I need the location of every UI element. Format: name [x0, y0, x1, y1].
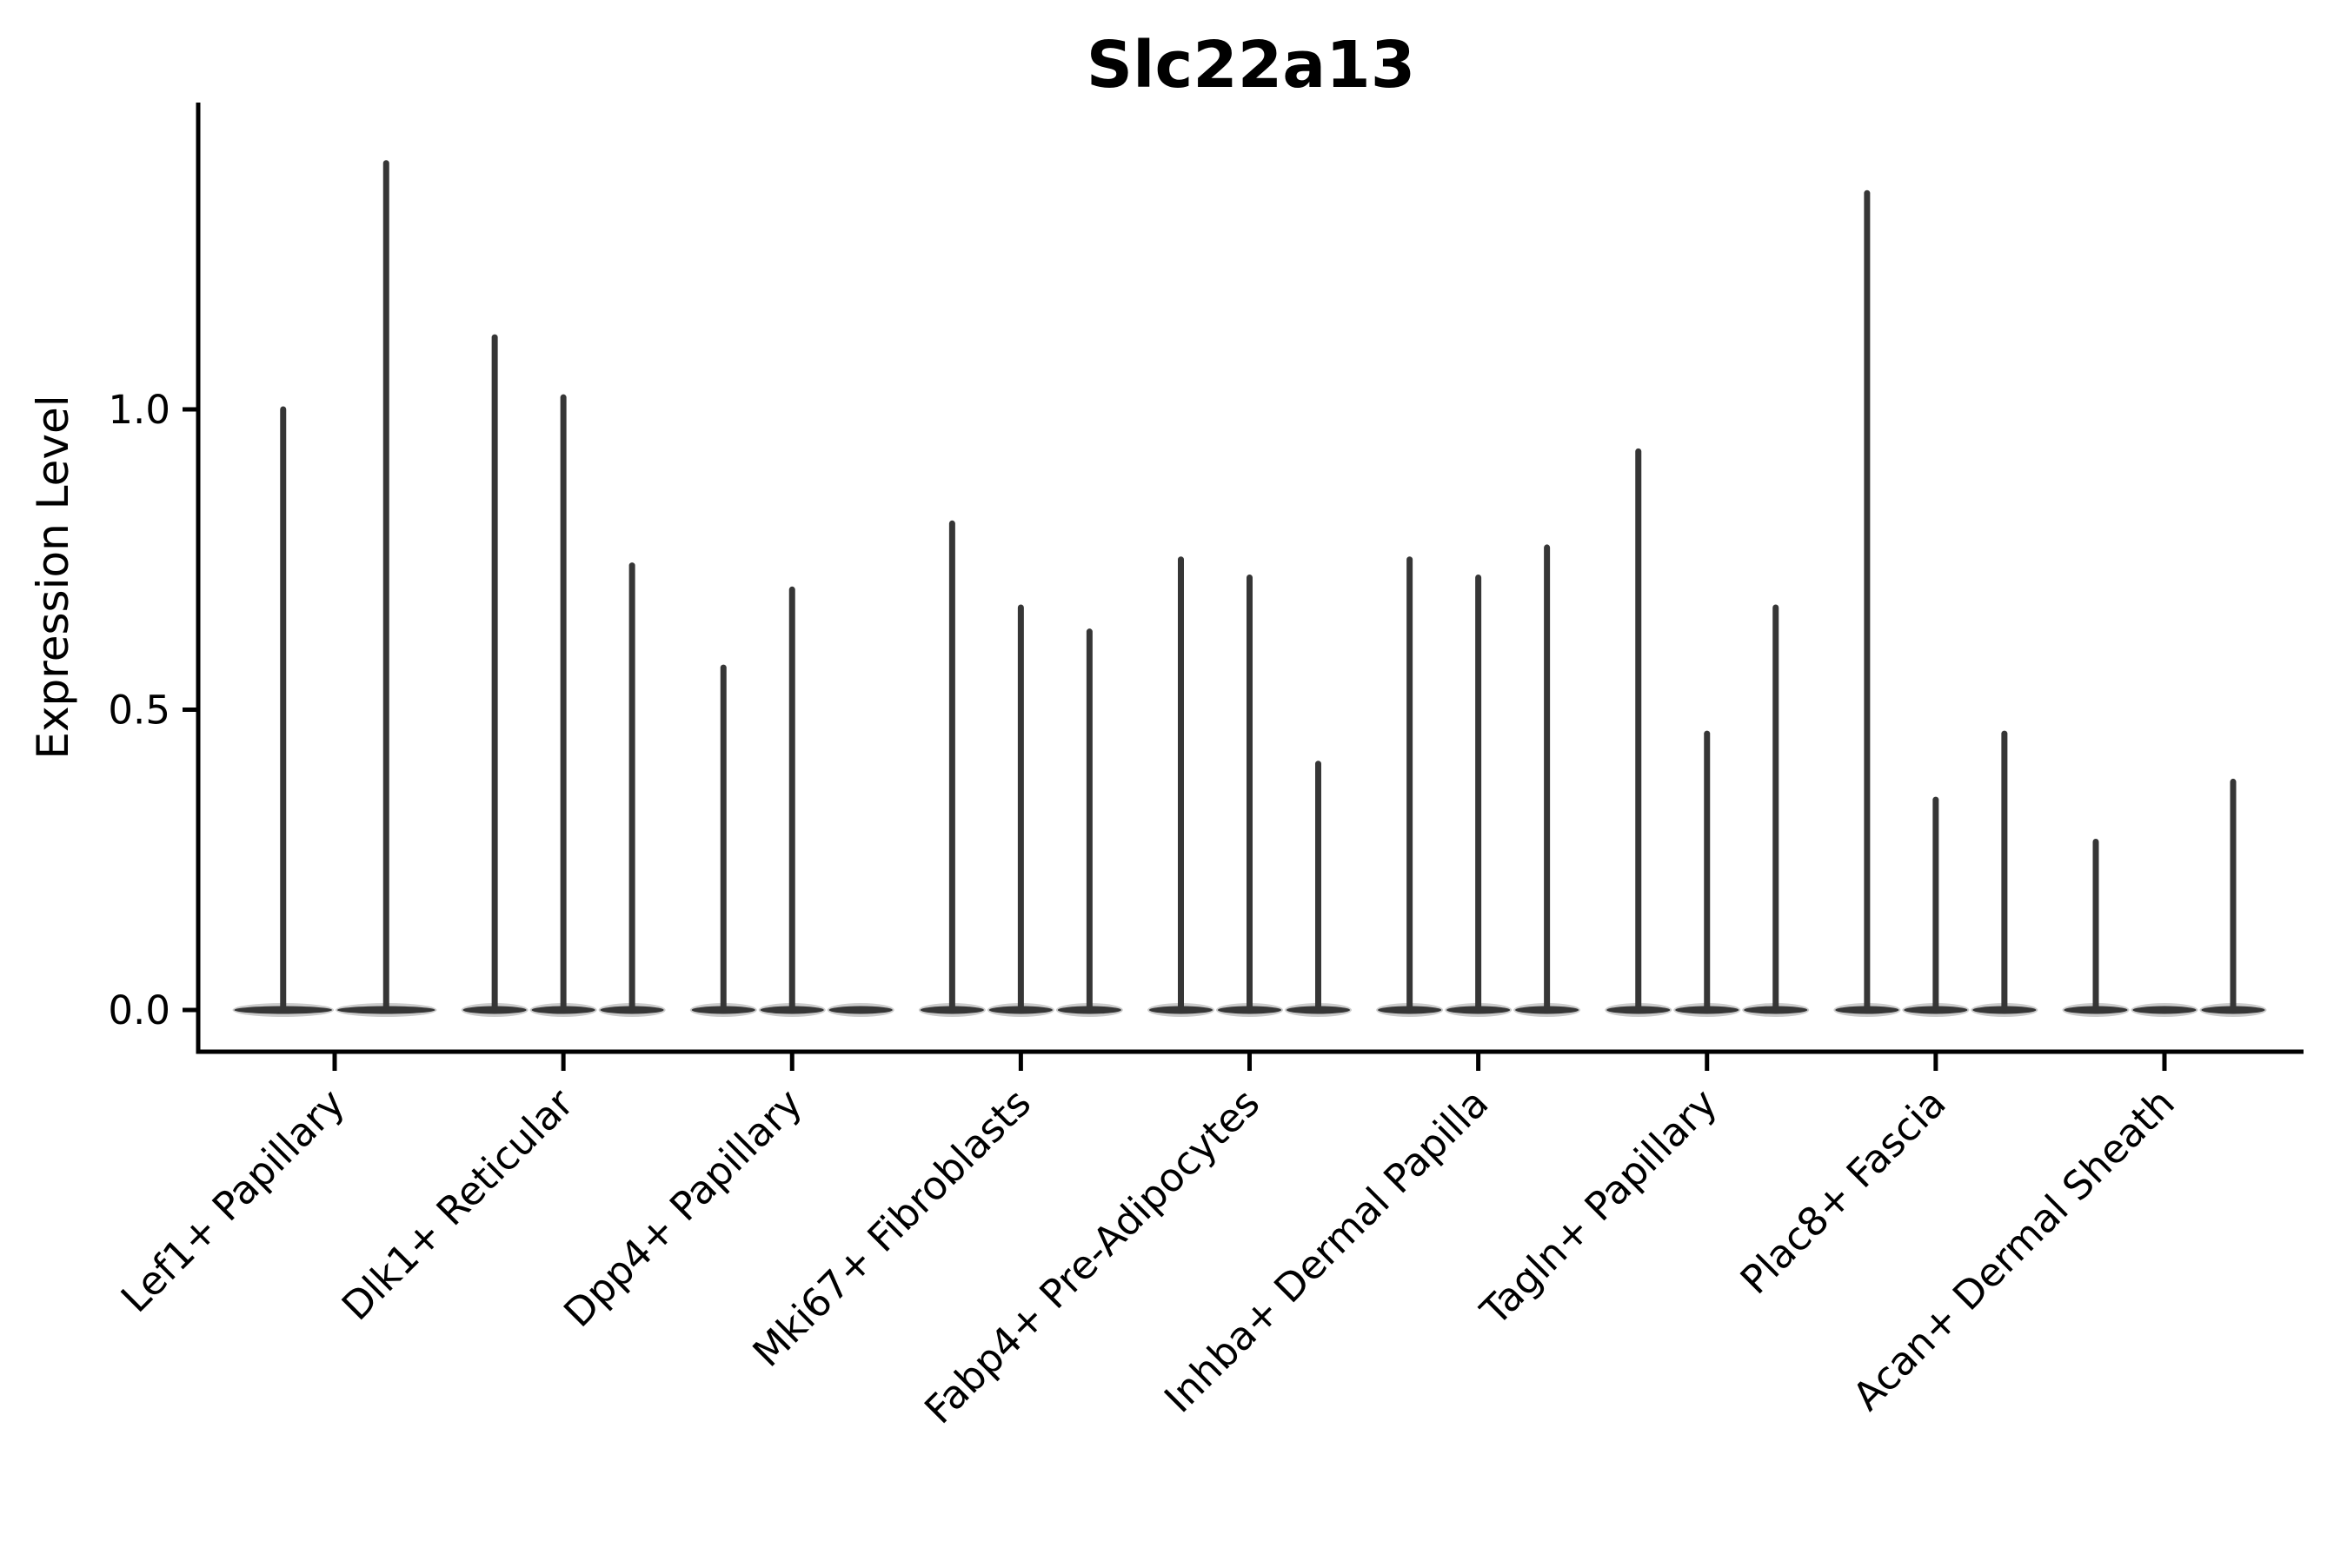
x-tick-label: Lef1+ Papillary	[112, 1080, 354, 1321]
violin-group	[1833, 189, 2038, 1017]
y-tick-label: 0.5	[108, 688, 170, 734]
chart-title: Slc22a13	[1087, 28, 1415, 103]
x-tick-label: Plac8+ Fascia	[1732, 1080, 1955, 1303]
violin-group	[689, 586, 894, 1017]
y-tick-label: 1.0	[108, 387, 170, 433]
y-tick-label: 0.0	[108, 987, 170, 1033]
violin-group	[1147, 556, 1352, 1017]
violin-group	[918, 520, 1123, 1017]
violin-base	[2132, 1006, 2197, 1014]
violin-group	[1376, 544, 1581, 1017]
x-tick-label: Dpp4+ Papillary	[555, 1080, 811, 1336]
y-axis-label: Expression Level	[28, 395, 78, 759]
violin-group	[461, 334, 666, 1017]
violin-group	[232, 160, 437, 1017]
violin-base	[828, 1006, 893, 1014]
violin-group	[1605, 448, 1810, 1017]
violins	[232, 160, 2267, 1017]
violin-group	[2062, 778, 2267, 1017]
y-axis-ticks: 0.0 0.5 1.0	[108, 387, 198, 1033]
x-tick-label: Dlk1+ Reticular	[333, 1080, 582, 1329]
x-tick-label: Tagln+ Papillary	[1471, 1080, 1725, 1334]
